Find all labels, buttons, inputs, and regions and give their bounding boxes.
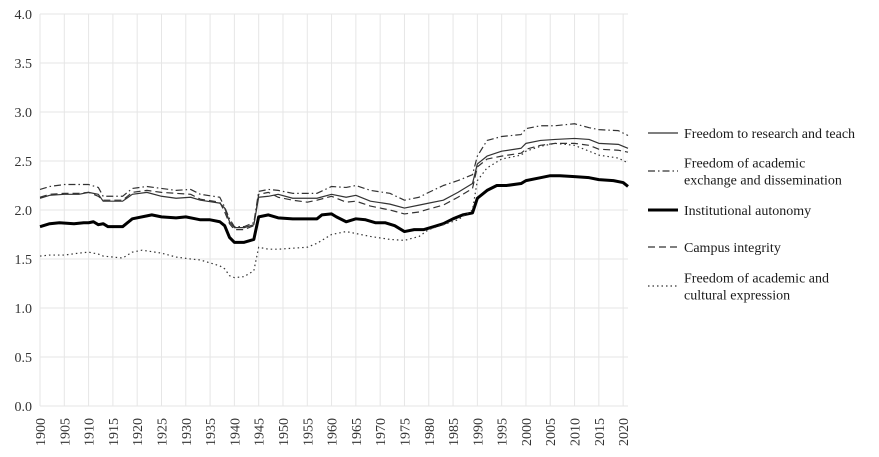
y-tick-label: 1.0: [15, 302, 33, 317]
series-line-2: [39, 123, 629, 228]
x-tick-label: 1995: [496, 418, 511, 446]
legend-label: Campus integrity: [684, 241, 781, 256]
series-line-1: [39, 137, 629, 229]
y-tick-label: 2.5: [15, 155, 33, 170]
y-tick-label: 0.5: [15, 351, 33, 366]
y-tick-label: 3.5: [15, 57, 33, 72]
x-tick-label: 1985: [447, 418, 462, 446]
x-tick-label: 1970: [374, 418, 389, 446]
x-tick-label: 1905: [58, 418, 73, 446]
x-tick-label: 1935: [204, 418, 219, 446]
x-tick-label: 1925: [155, 418, 170, 446]
y-tick-label: 1.5: [15, 253, 33, 268]
series-line-5: [39, 142, 629, 279]
x-tick-label: 1900: [34, 418, 49, 446]
x-tick-label: 2000: [520, 418, 535, 446]
y-tick-label: 3.0: [15, 106, 33, 121]
series-line-4: [39, 142, 629, 231]
x-tick-label: 2005: [544, 418, 559, 446]
y-tick-label: 2.0: [15, 204, 33, 219]
legend-label: exchange and dissemination: [684, 174, 842, 189]
x-tick-label: 1950: [277, 418, 292, 446]
x-tick-label: 1965: [350, 418, 365, 446]
legend-label: Freedom of academic and: [684, 272, 829, 287]
x-tick-label: 2015: [593, 418, 608, 446]
legend-label: Freedom to research and teach: [684, 127, 855, 142]
x-axis: 1900 1905 1910 1915 1920 1925 1930 1935 1940 1945…: [34, 418, 632, 446]
y-tick-label: 0.0: [15, 400, 33, 415]
x-tick-label: 1945: [253, 418, 268, 446]
legend: Freedom to research and teach Freedom of …: [648, 127, 855, 304]
grid: [39, 13, 628, 407]
x-tick-label: 1960: [326, 418, 341, 446]
x-tick-label: 1955: [301, 418, 316, 446]
x-tick-label: 1920: [131, 418, 146, 446]
series-group: [39, 123, 629, 279]
x-tick-label: 1990: [471, 418, 486, 446]
y-axis: 0.0 0.5 1.0 1.5 2.0 2.5 3.0 3.5 4.0: [15, 8, 33, 415]
legend-label: Freedom of academic: [684, 157, 805, 172]
x-tick-label: 2010: [569, 418, 584, 446]
x-tick-label: 1930: [180, 418, 195, 446]
legend-label: Institutional autonomy: [684, 204, 811, 219]
x-tick-label: 1980: [423, 418, 438, 446]
x-tick-label: 1915: [107, 418, 122, 446]
x-tick-label: 1975: [398, 418, 413, 446]
series-line-3: [39, 174, 629, 244]
x-tick-label: 1910: [83, 418, 98, 446]
x-tick-label: 2020: [617, 418, 632, 446]
x-tick-label: 1940: [228, 418, 243, 446]
legend-label: cultural expression: [684, 289, 790, 304]
y-tick-label: 4.0: [15, 8, 33, 23]
